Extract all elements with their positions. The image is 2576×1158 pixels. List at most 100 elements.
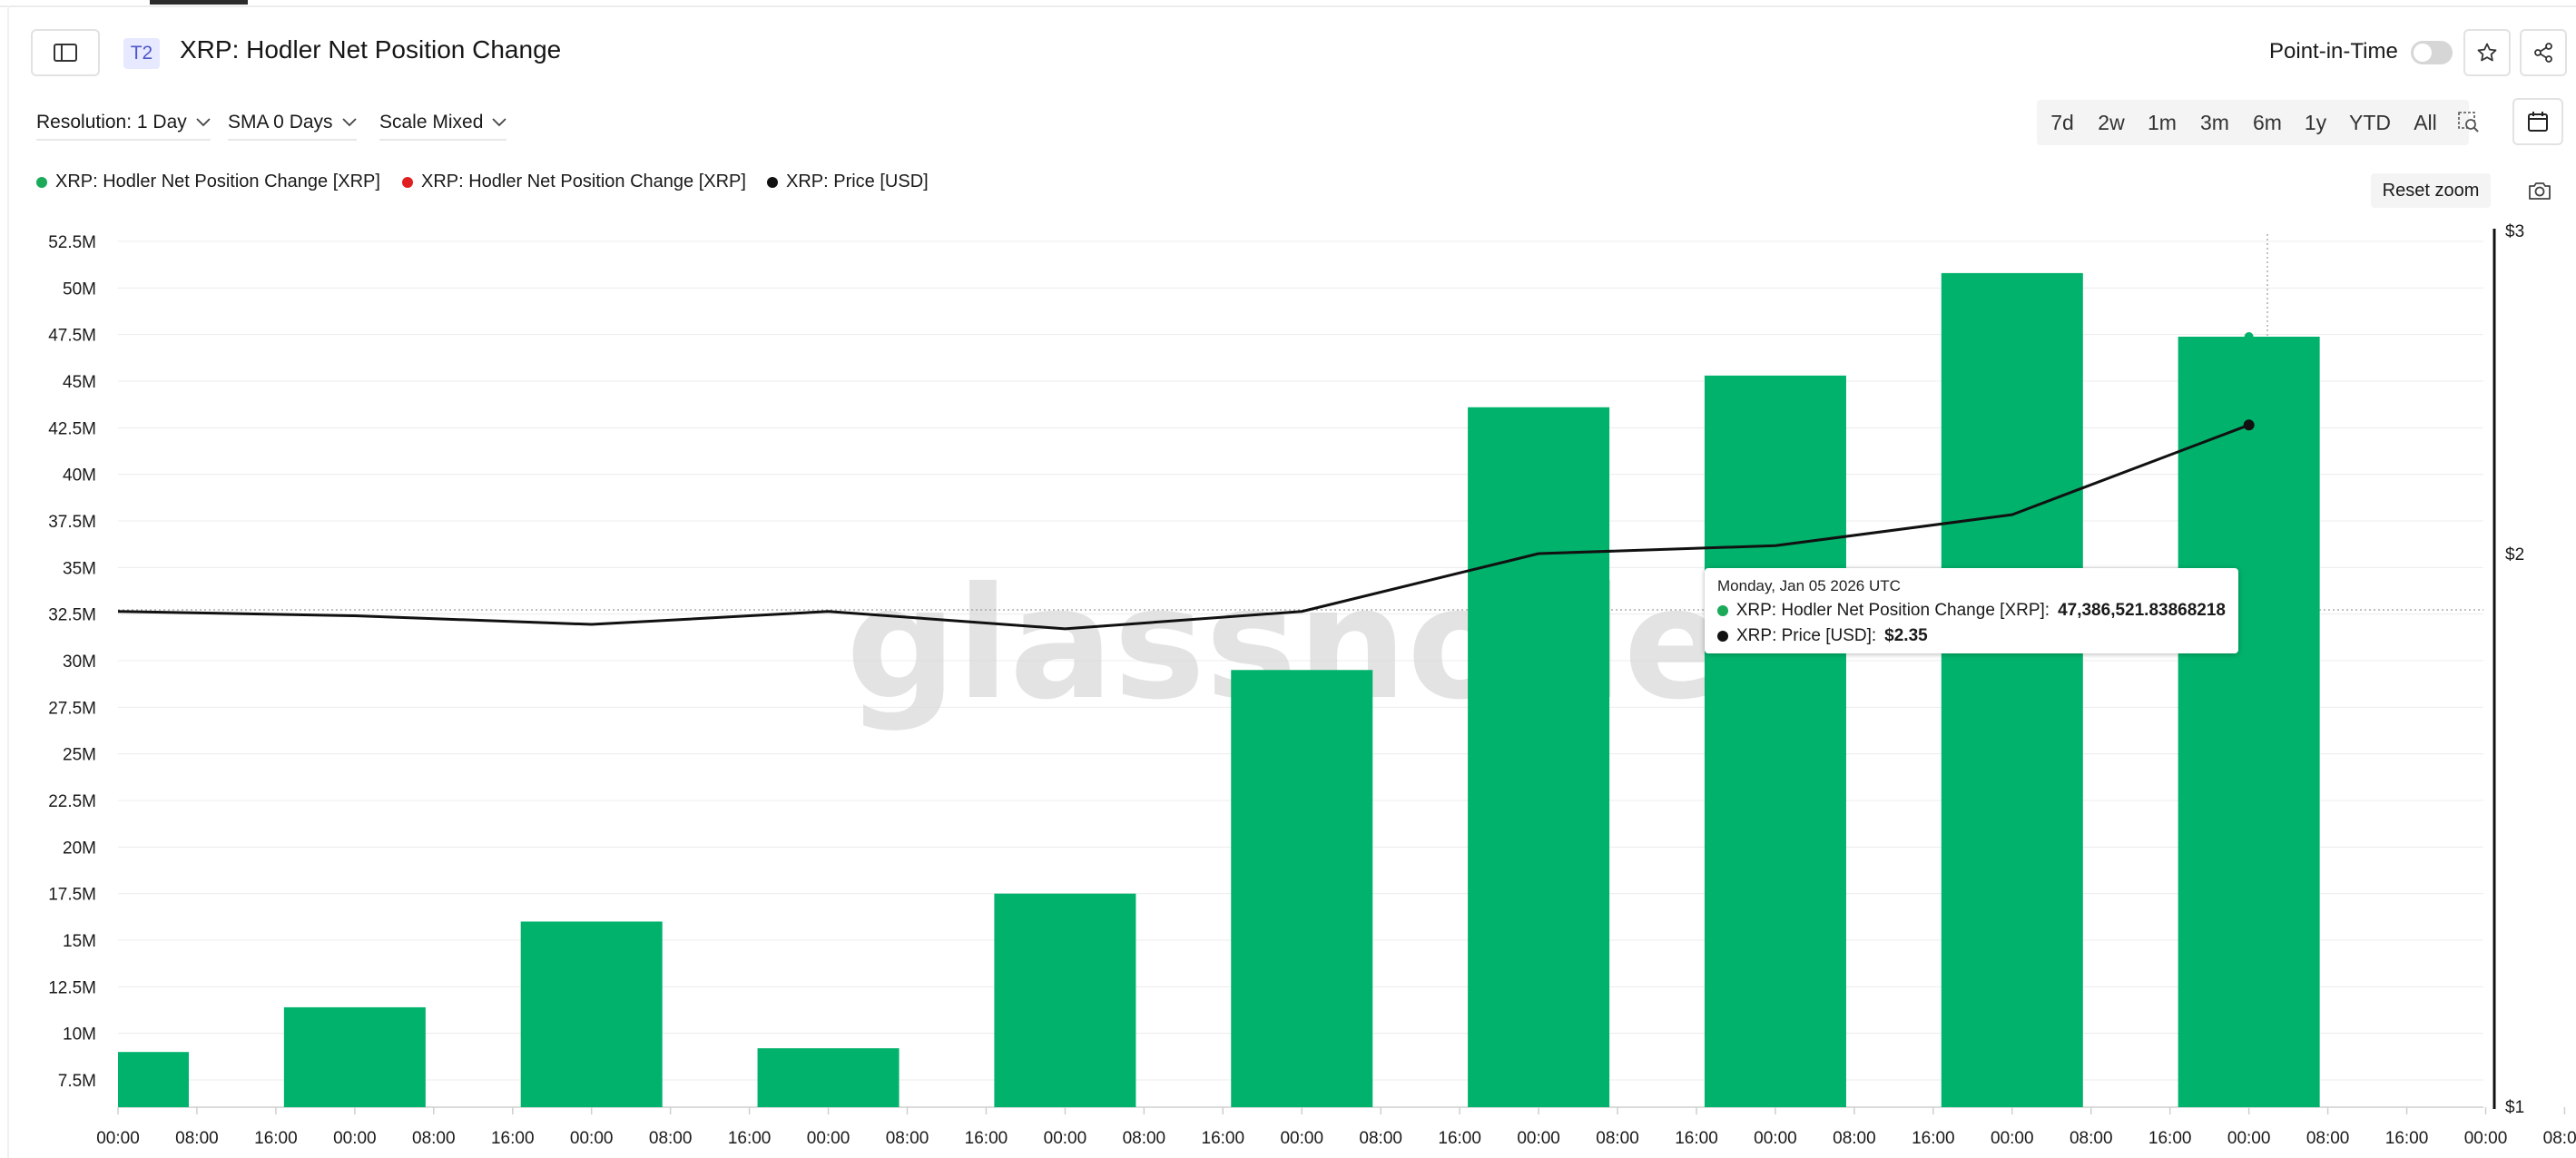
- legend-marker: [36, 176, 47, 188]
- x-axis-tick-label: 16:00: [1675, 1129, 1718, 1148]
- tooltip-row-net-position: XRP: Hodler Net Position Change [XRP]: 4…: [1717, 601, 2226, 621]
- bar: [283, 1006, 426, 1107]
- right-axis-tick-label: $2: [2505, 545, 2524, 564]
- sidebar-icon: [54, 44, 77, 62]
- x-axis-tick-label: 08:00: [175, 1129, 219, 1148]
- y-axis-tick-label: 35M: [63, 559, 96, 578]
- x-axis-tick-label: 08:00: [649, 1129, 693, 1148]
- y-axis-tick-label: 10M: [63, 1026, 96, 1045]
- x-axis-tick-label: 16:00: [1912, 1129, 1955, 1148]
- x-axis-tick-label: 16:00: [491, 1129, 535, 1148]
- share-icon: [2534, 43, 2552, 63]
- x-axis-tick-label: 00:00: [1991, 1129, 2034, 1148]
- x-axis-tick-label: 00:00: [2227, 1129, 2271, 1148]
- x-axis-tick-label: 08:00: [886, 1129, 929, 1148]
- x-axis-tick-label: 00:00: [2464, 1129, 2508, 1148]
- right-axis-tick-label: $1: [2505, 1098, 2524, 1117]
- point-in-time-toggle[interactable]: [2411, 41, 2453, 64]
- range-6m[interactable]: 6m: [2253, 111, 2282, 134]
- bar: [1468, 407, 1610, 1107]
- y-axis-tick-label: 25M: [63, 746, 96, 765]
- tooltip-marker: [1717, 605, 1728, 616]
- price-hover-marker: [2243, 419, 2255, 431]
- x-axis-tick-label: 00:00: [1754, 1129, 1797, 1148]
- bar: [1941, 272, 2083, 1107]
- toggle-knob: [2414, 44, 2432, 62]
- tooltip-marker: [1717, 631, 1728, 642]
- legend-item-net-position-green[interactable]: XRP: Hodler Net Position Change [XRP]: [36, 172, 380, 192]
- chevron-down-icon: [341, 118, 357, 127]
- sma-dropdown[interactable]: SMA 0 Days: [228, 112, 357, 141]
- y-axis-tick-label: 42.5M: [48, 419, 96, 438]
- sma-label: SMA 0 Days: [228, 112, 333, 132]
- range-selector: [2037, 100, 2469, 145]
- bar: [1704, 375, 1846, 1108]
- bar: [1231, 670, 1373, 1107]
- x-axis-tick-label: 16:00: [2148, 1129, 2192, 1148]
- range-all[interactable]: All: [2414, 111, 2437, 134]
- y-axis-tick-label: 45M: [63, 373, 96, 392]
- favorite-button[interactable]: [2463, 29, 2511, 76]
- x-axis-tick-label: 16:00: [965, 1129, 1008, 1148]
- tooltip-date: Monday, Jan 05 2026 UTC: [1717, 577, 1901, 594]
- y-axis-tick-label: 22.5M: [48, 792, 96, 811]
- tooltip-label: XRP: Hodler Net Position Change [XRP]:: [1735, 601, 2050, 620]
- range-3m[interactable]: 3m: [2200, 111, 2229, 134]
- x-axis-tick-label: 08:00: [2543, 1129, 2576, 1148]
- share-button[interactable]: [2520, 29, 2567, 76]
- bar: [757, 1048, 900, 1107]
- resolution-label: Resolution: 1 Day: [36, 112, 187, 132]
- range-7d[interactable]: 7d: [2050, 111, 2074, 134]
- active-tab-indicator: [150, 0, 248, 5]
- range-ytd[interactable]: YTD: [2349, 111, 2391, 134]
- tooltip-value: $2.35: [1884, 626, 1928, 645]
- x-axis-tick-label: 00:00: [1044, 1129, 1087, 1148]
- x-axis-tick-label: 08:00: [1359, 1129, 1402, 1148]
- scale-dropdown[interactable]: Scale Mixed: [379, 112, 507, 141]
- chart-tooltip: Monday, Jan 05 2026 UTC XRP: Hodler Net …: [1705, 568, 2238, 653]
- tooltip-row-price: XRP: Price [USD]: $2.35: [1717, 626, 2226, 646]
- legend-item-price[interactable]: XRP: Price [USD]: [767, 172, 929, 192]
- chevron-down-icon: [492, 118, 507, 127]
- tier-badge: T2: [123, 38, 160, 69]
- export-image-button[interactable]: [2523, 174, 2556, 207]
- bar: [2178, 336, 2320, 1107]
- reset-zoom-button[interactable]: Reset zoom: [2371, 173, 2491, 208]
- x-axis-tick-label: 08:00: [1123, 1129, 1166, 1148]
- x-axis-tick-label: 16:00: [1438, 1129, 1481, 1148]
- y-axis-tick-label: 12.5M: [48, 978, 96, 997]
- bar: [118, 1052, 189, 1107]
- legend-item-net-position-red[interactable]: XRP: Hodler Net Position Change [XRP]: [402, 172, 746, 192]
- y-axis-tick-label: 52.5M: [48, 233, 96, 252]
- scale-label: Scale Mixed: [379, 112, 484, 132]
- bar: [520, 921, 663, 1107]
- y-axis-tick-label: 37.5M: [48, 513, 96, 532]
- range-1y[interactable]: 1y: [2304, 111, 2327, 134]
- toggle-sidebar-button[interactable]: [31, 29, 100, 76]
- legend-marker: [767, 176, 778, 188]
- zoom-selection-icon: [2458, 112, 2479, 132]
- y-axis-tick-label: 27.5M: [48, 699, 96, 718]
- right-axis-tick-label: $3: [2505, 222, 2524, 241]
- x-axis-tick-label: 08:00: [2070, 1129, 2113, 1148]
- x-axis-tick-label: 00:00: [1280, 1129, 1323, 1148]
- x-axis-tick-label: 08:00: [2306, 1129, 2350, 1148]
- y-axis-tick-label: 32.5M: [48, 606, 96, 625]
- y-axis-tick-label: 30M: [63, 653, 96, 672]
- range-1m[interactable]: 1m: [2148, 111, 2177, 134]
- x-axis-tick-label: 00:00: [570, 1129, 614, 1148]
- y-axis-tick-label: 7.5M: [58, 1072, 96, 1091]
- resolution-dropdown[interactable]: Resolution: 1 Day: [36, 112, 211, 141]
- x-axis-tick-label: 00:00: [96, 1129, 140, 1148]
- y-axis-tick-label: 50M: [63, 280, 96, 299]
- y-axis-tick-label: 17.5M: [48, 886, 96, 905]
- range-2w[interactable]: 2w: [2098, 111, 2125, 134]
- left-divider: [7, 5, 9, 1158]
- y-axis-tick-label: 47.5M: [48, 327, 96, 346]
- date-range-button[interactable]: [2512, 98, 2563, 145]
- tooltip-label: XRP: Price [USD]:: [1736, 626, 1877, 645]
- y-axis-tick-label: 15M: [63, 932, 96, 951]
- legend-label: XRP: Hodler Net Position Change [XRP]: [421, 172, 746, 191]
- zoom-select-button[interactable]: [2451, 100, 2487, 145]
